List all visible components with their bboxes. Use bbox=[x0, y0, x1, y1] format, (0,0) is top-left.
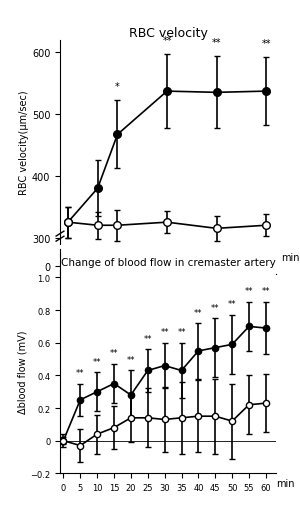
Text: **: ** bbox=[228, 300, 236, 309]
Text: **: ** bbox=[245, 287, 253, 296]
Text: **: ** bbox=[212, 38, 221, 48]
Text: **: ** bbox=[110, 349, 118, 358]
Text: *: * bbox=[115, 82, 120, 92]
Text: **: ** bbox=[76, 369, 85, 377]
Text: **: ** bbox=[143, 334, 152, 343]
Text: **: ** bbox=[262, 287, 270, 296]
Title: Change of blood flow in cremaster artery: Change of blood flow in cremaster artery bbox=[61, 258, 275, 268]
Text: min: min bbox=[276, 478, 295, 488]
Title: RBC velocity: RBC velocity bbox=[129, 26, 207, 40]
Text: **: ** bbox=[127, 355, 135, 364]
Text: **: ** bbox=[93, 357, 101, 366]
Y-axis label: RBC velocity(μm/sec): RBC velocity(μm/sec) bbox=[19, 90, 29, 195]
Text: **: ** bbox=[162, 36, 172, 46]
Y-axis label: Δblood flow (mV): Δblood flow (mV) bbox=[17, 330, 27, 413]
Text: **: ** bbox=[211, 303, 220, 312]
Text: **: ** bbox=[194, 308, 202, 317]
Text: **: ** bbox=[160, 328, 169, 336]
Text: **: ** bbox=[177, 328, 186, 336]
Text: min: min bbox=[281, 253, 299, 263]
Text: **: ** bbox=[261, 39, 271, 49]
